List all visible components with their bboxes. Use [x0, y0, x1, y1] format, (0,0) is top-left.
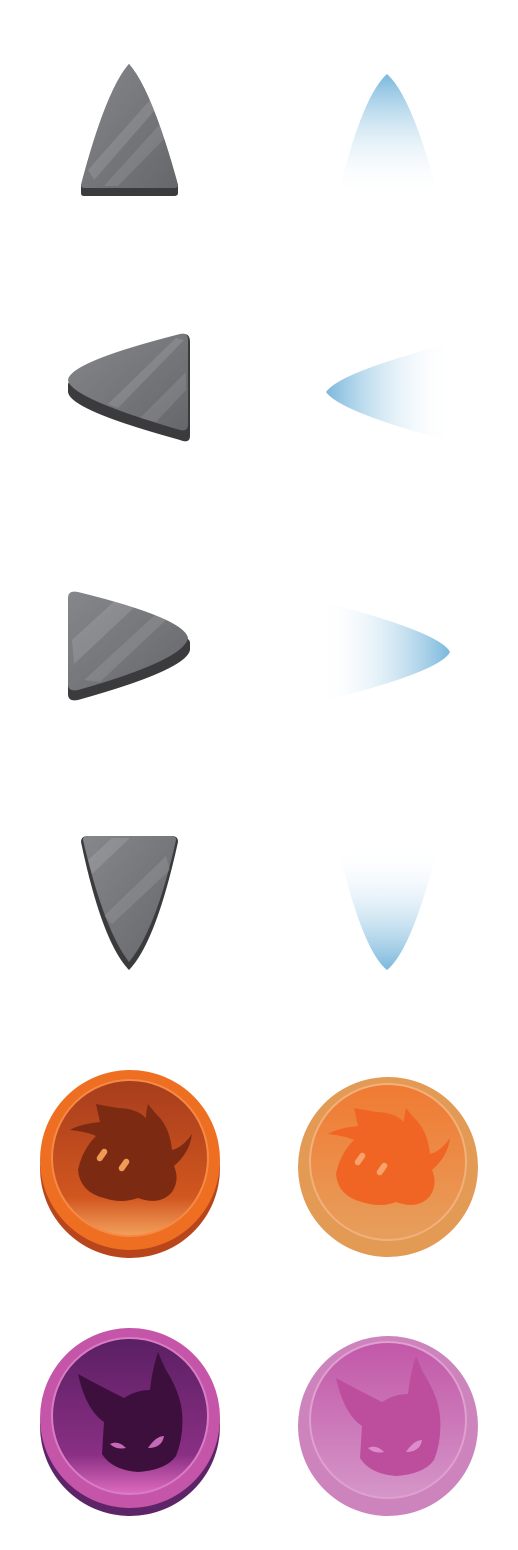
arrow-left-glow: [326, 343, 452, 442]
spiky-creature-icon: [328, 1108, 450, 1205]
arrow-up-normal: [81, 64, 178, 196]
spiky-creature-icon: [70, 1104, 192, 1201]
arrow-right-normal: [68, 591, 190, 701]
horned-demon-icon: [78, 1352, 183, 1472]
orange-creature-button-pressed: [298, 1077, 478, 1257]
orange-creature-button-normal: [40, 1070, 220, 1258]
purple-demon-button-pressed: [298, 1336, 478, 1516]
purple-demon-button-normal: [40, 1328, 220, 1516]
arrow-up-glow: [338, 74, 438, 196]
arrow-left-normal: [68, 333, 190, 442]
arrow-right-glow: [320, 601, 450, 702]
horned-demon-icon: [336, 1356, 441, 1476]
arrow-down-normal: [81, 836, 178, 970]
arrow-down-glow: [338, 846, 438, 970]
